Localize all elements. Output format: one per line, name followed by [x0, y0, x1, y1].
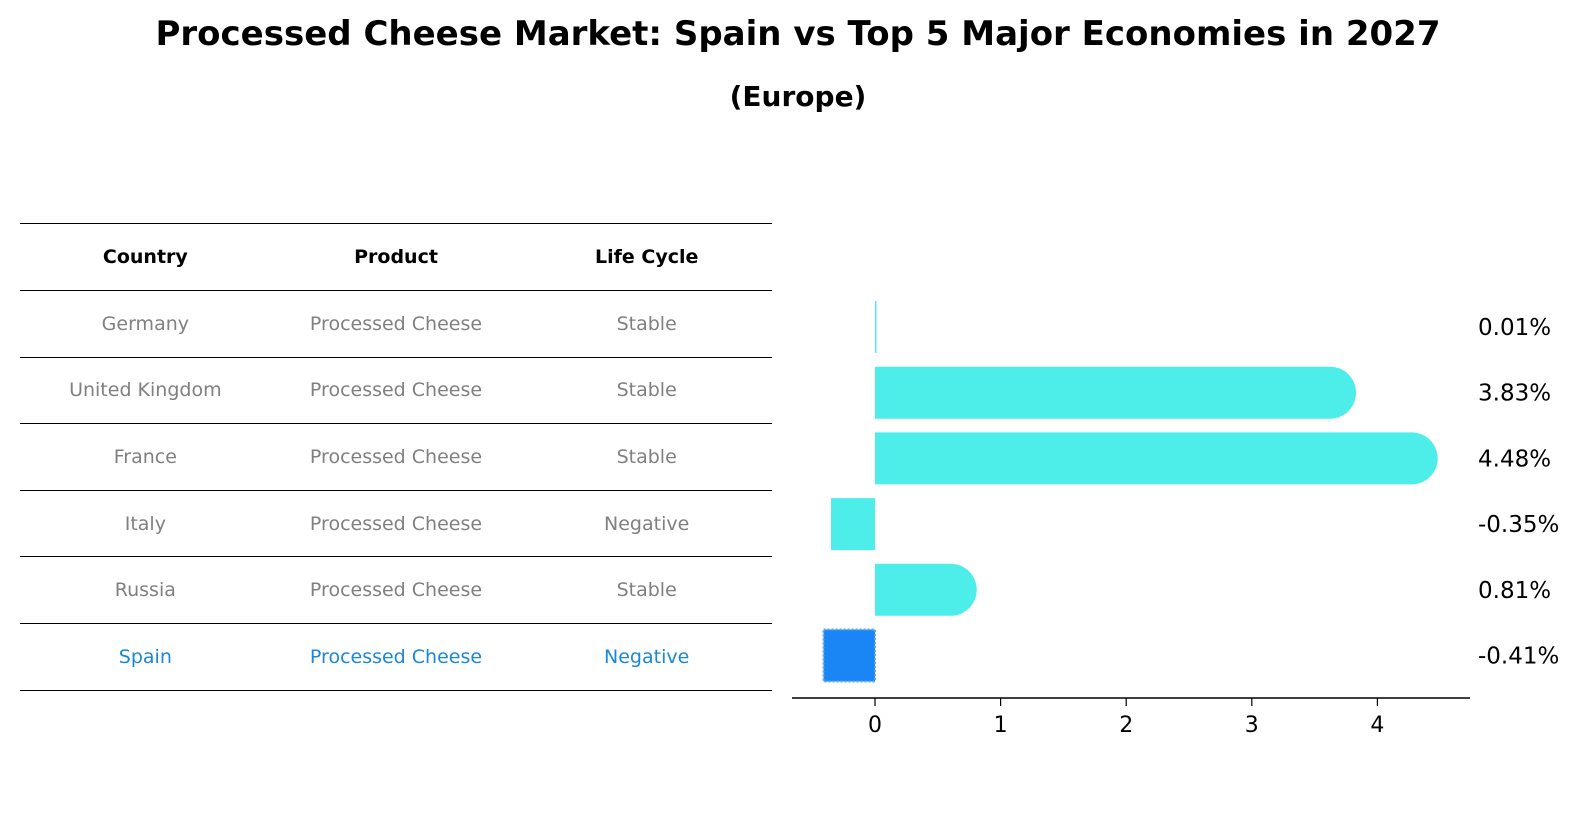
bar-united-kingdom: [875, 366, 1357, 419]
data-table: Country Product Life Cycle Germany Proce…: [20, 223, 772, 691]
cell-country: Italy: [124, 512, 166, 535]
cell-life-cycle: Stable: [616, 445, 677, 468]
cell-product: Processed Cheese: [309, 512, 483, 535]
x-tick-label: 4: [1370, 713, 1384, 738]
cell-product: Processed Cheese: [309, 645, 483, 668]
cell-life-cycle: Stable: [616, 379, 677, 402]
table-row: Russia Processed Cheese Stable: [20, 557, 772, 624]
cell-country: Spain: [118, 645, 172, 668]
cell-life-cycle: Negative: [604, 645, 690, 668]
bar-italy: [831, 498, 875, 551]
header-country: Country: [102, 246, 188, 268]
cell-life-cycle: Stable: [616, 579, 677, 602]
table-row: United Kingdom Processed Cheese Stable: [20, 358, 772, 425]
cell-country: Germany: [101, 312, 189, 335]
bar-russia: [875, 563, 977, 616]
cell-country: France: [113, 445, 177, 468]
value-label: 3.83%: [1478, 381, 1551, 407]
table-header-row: Country Product Life Cycle: [20, 223, 772, 291]
table-row-highlight: Spain Processed Cheese Negative: [20, 624, 772, 691]
x-tick-label: 0: [868, 713, 882, 738]
header-product: Product: [354, 246, 438, 268]
table-row: Germany Processed Cheese Stable: [20, 291, 772, 358]
table-row: Italy Processed Cheese Negative: [20, 491, 772, 558]
table-row: France Processed Cheese Stable: [20, 424, 772, 491]
value-label: 0.81%: [1478, 578, 1551, 604]
bar-france: [875, 432, 1438, 485]
bar-spain: [822, 628, 877, 683]
cell-life-cycle: Negative: [604, 512, 690, 535]
cell-product: Processed Cheese: [309, 445, 483, 468]
value-label: 0.01%: [1478, 315, 1551, 341]
x-tick-label: 3: [1245, 713, 1259, 738]
value-label: 4.48%: [1478, 446, 1551, 472]
chart-subtitle: (Europe): [729, 80, 867, 113]
x-tick-label: 1: [994, 713, 1008, 738]
header-life-cycle: Life Cycle: [594, 246, 699, 268]
cell-product: Processed Cheese: [309, 379, 483, 402]
value-label: -0.35%: [1478, 512, 1559, 538]
chart-title: Processed Cheese Market: Spain vs Top 5 …: [155, 14, 1441, 54]
bar-germany: [875, 301, 877, 353]
value-label: -0.41%: [1478, 644, 1559, 670]
cell-country: Russia: [114, 579, 176, 602]
cell-life-cycle: Stable: [616, 312, 677, 335]
cell-product: Processed Cheese: [309, 312, 483, 335]
x-tick-label: 2: [1119, 713, 1133, 738]
cell-product: Processed Cheese: [309, 579, 483, 602]
cell-country: United Kingdom: [69, 379, 222, 402]
